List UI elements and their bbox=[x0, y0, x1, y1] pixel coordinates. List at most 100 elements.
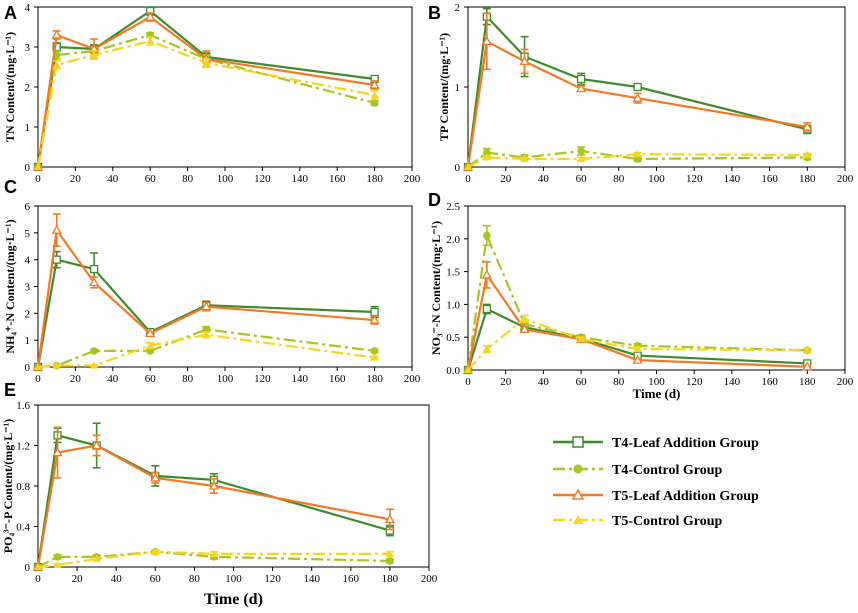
x-tick-label: 100 bbox=[217, 373, 234, 385]
series-t5-leaf-b bbox=[462, 12, 813, 171]
data-point bbox=[146, 341, 155, 349]
chart-panel-b: B 0 20 40 60 80 100 120 140 160 180 200 0 1 2 TP Conten… bbox=[428, 2, 854, 185]
chart-panel-d: D 0 20 40 60 80 100 120 140 160 180 200 0.0 0.5 1.0 1.5… bbox=[428, 190, 854, 401]
x-tick-label: 160 bbox=[761, 173, 778, 185]
series-t5-control-a bbox=[34, 36, 379, 170]
data-point bbox=[34, 163, 42, 170]
y-tick-label: 5 bbox=[25, 228, 31, 240]
data-point bbox=[481, 269, 492, 279]
y-tick-label: 2 bbox=[25, 308, 31, 320]
x-tick-label: 160 bbox=[329, 173, 346, 185]
y-tick-label: 1.6 bbox=[16, 400, 30, 412]
chart-panel-c: C 0 20 40 60 80 100 120 140 160 180 200 0 1 2 3 4 5 6 NH₄⁺-… bbox=[3, 177, 421, 385]
x-tick-label: 60 bbox=[150, 573, 162, 585]
panel-letter-e: E bbox=[4, 380, 16, 400]
data-point bbox=[52, 447, 63, 457]
x-tick-label: 120 bbox=[254, 173, 271, 185]
x-tick-label: 100 bbox=[217, 173, 234, 185]
x-tick-label: 20 bbox=[500, 376, 512, 388]
data-point bbox=[90, 347, 98, 355]
data-point bbox=[151, 547, 160, 555]
x-tick-label: 40 bbox=[111, 573, 123, 585]
series-line-t5-control bbox=[36, 39, 375, 168]
x-tick-label: 160 bbox=[761, 376, 778, 388]
data-point bbox=[483, 231, 491, 240]
x-tick-label: 40 bbox=[107, 373, 119, 385]
data-point bbox=[386, 557, 394, 565]
data-point bbox=[632, 354, 643, 364]
series-line-t4-leaf bbox=[36, 434, 391, 568]
x-tick-label: 120 bbox=[686, 376, 703, 388]
x-tick-label: 0 bbox=[35, 373, 41, 385]
x-tick-label: 100 bbox=[648, 173, 665, 185]
data-point bbox=[369, 314, 380, 324]
series-t5-control-b bbox=[464, 150, 812, 170]
y-tick-label: 2.5 bbox=[446, 201, 460, 213]
data-point bbox=[482, 153, 491, 161]
y-tick-label: 1 bbox=[25, 335, 31, 347]
series-line-t4-control bbox=[466, 231, 808, 371]
series-t4-leaf-a bbox=[33, 6, 379, 172]
x-tick-label: 80 bbox=[189, 573, 201, 585]
data-point bbox=[802, 121, 813, 131]
chart-panel-a: A 0 20 40 60 80 100 120 140 160 180 200 0 1 2 3 4 TN Cont… bbox=[3, 2, 421, 185]
plot-frame-d bbox=[467, 205, 846, 371]
data-point bbox=[577, 147, 585, 155]
x-tick-label: 20 bbox=[72, 573, 84, 585]
series-t4-leaf-e bbox=[33, 422, 395, 572]
y-tick-label: 2.0 bbox=[446, 234, 460, 246]
y-tick-label: 1 bbox=[455, 82, 461, 94]
x-tick-label: 200 bbox=[837, 376, 854, 388]
y-tick-label: 4 bbox=[25, 2, 31, 14]
series-t4-leaf-b bbox=[463, 7, 812, 172]
data-point bbox=[464, 366, 472, 373]
data-point bbox=[92, 554, 101, 562]
x-tick-label: 0 bbox=[35, 173, 41, 185]
y-axis-label-c: NH₄⁺-N Content/(mg·L⁻¹) bbox=[3, 219, 17, 353]
x-tick-label: 40 bbox=[538, 173, 550, 185]
chart-panel-e: E 0 20 40 60 80 100 120 140 160 180 200 0 0.4 0.8 1.2 1.… bbox=[1, 380, 438, 608]
data-point bbox=[370, 347, 379, 355]
y-tick-label: 0.0 bbox=[446, 365, 460, 377]
x-tick-label: 200 bbox=[837, 173, 854, 185]
x-tick-label: 180 bbox=[366, 173, 383, 185]
x-tick-label: 120 bbox=[254, 373, 271, 385]
data-point bbox=[89, 264, 99, 274]
x-tick-label: 40 bbox=[538, 376, 550, 388]
x-tick-label: 180 bbox=[382, 573, 399, 585]
x-axis-label-d: Time (d) bbox=[633, 386, 681, 401]
x-tick-label: 160 bbox=[343, 573, 360, 585]
data-point bbox=[370, 353, 379, 361]
x-tick-label: 180 bbox=[799, 376, 816, 388]
data-point bbox=[202, 330, 211, 338]
data-point bbox=[483, 148, 491, 157]
data-point bbox=[146, 37, 155, 44]
x-tick-label: 60 bbox=[145, 373, 157, 385]
legend-label-t5-leaf: T5-Leaf Addition Group bbox=[612, 489, 759, 504]
x-tick-label: 180 bbox=[366, 373, 383, 385]
data-point bbox=[464, 163, 472, 170]
data-point bbox=[52, 61, 61, 68]
data-point bbox=[577, 155, 586, 162]
data-point bbox=[90, 51, 99, 58]
data-point bbox=[52, 361, 61, 369]
data-point bbox=[482, 345, 491, 353]
legend-entry-t5-control: T5-Control Group bbox=[553, 514, 723, 529]
series-t5-control-c bbox=[34, 330, 379, 370]
x-tick-label: 60 bbox=[576, 376, 588, 388]
data-point bbox=[385, 549, 394, 557]
data-point bbox=[384, 514, 396, 524]
x-tick-label: 80 bbox=[182, 373, 194, 385]
x-tick-label: 20 bbox=[500, 173, 512, 185]
x-tick-label: 140 bbox=[724, 376, 741, 388]
series-line-t4-control bbox=[36, 33, 375, 168]
x-tick-label: 20 bbox=[70, 373, 82, 385]
data-point bbox=[519, 56, 530, 66]
y-tick-label: 1.5 bbox=[446, 267, 460, 279]
data-point bbox=[53, 560, 62, 568]
series-t5-control-e bbox=[34, 547, 394, 570]
x-tick-label: 100 bbox=[225, 573, 242, 585]
y-tick-label: 2 bbox=[25, 82, 31, 94]
series-line-t4-leaf bbox=[36, 258, 375, 368]
x-tick-label: 140 bbox=[303, 573, 320, 585]
